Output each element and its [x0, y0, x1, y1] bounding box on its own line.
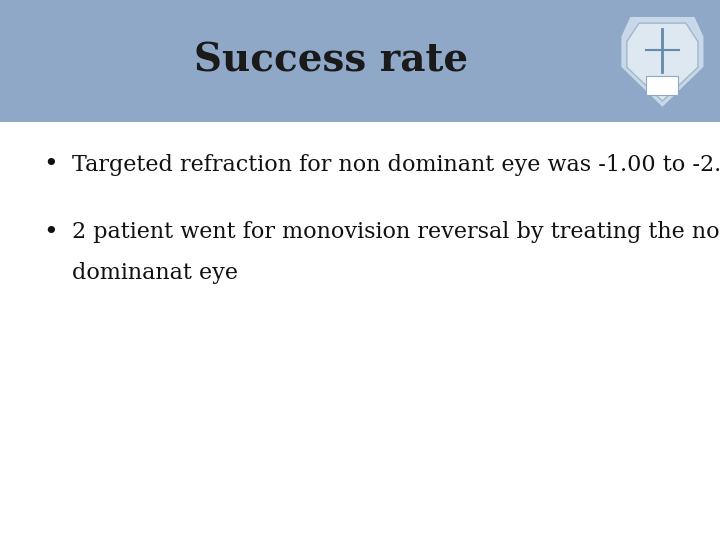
- Text: 2 patient went for monovision reversal by treating the non: 2 patient went for monovision reversal b…: [72, 221, 720, 243]
- Bar: [0, 0, 720, 122]
- Text: Targeted refraction for non dominant eye was -1.00 to -2.00: Targeted refraction for non dominant eye…: [72, 154, 720, 176]
- Text: •: •: [43, 221, 58, 244]
- Polygon shape: [621, 16, 704, 108]
- Polygon shape: [627, 23, 698, 101]
- Text: dominanat eye: dominanat eye: [72, 262, 238, 284]
- Bar: [647, 77, 678, 95]
- Text: Success rate: Success rate: [194, 42, 468, 80]
- Text: •: •: [43, 153, 58, 176]
